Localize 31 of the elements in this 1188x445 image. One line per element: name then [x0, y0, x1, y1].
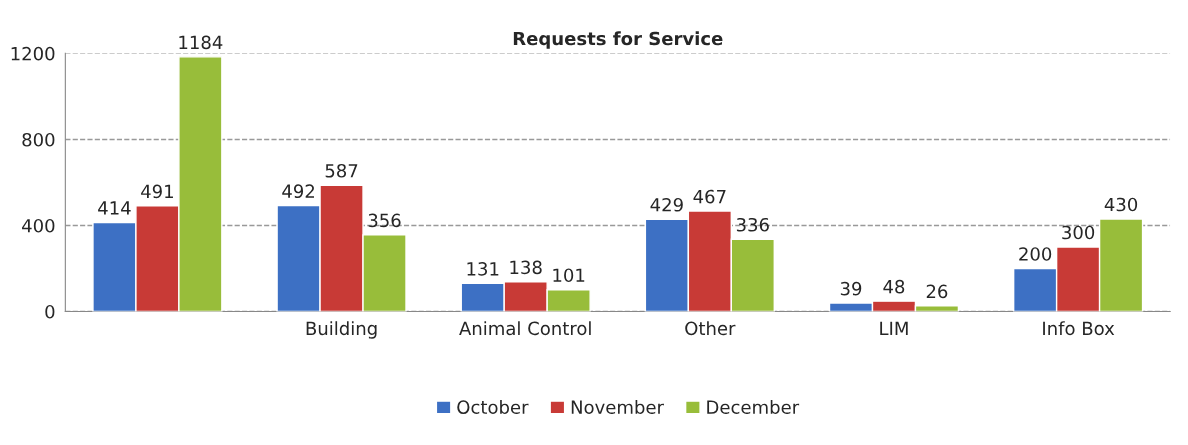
data-label: 200	[1019, 247, 1052, 261]
data-label: 429	[650, 197, 683, 212]
data-label: 101	[553, 268, 585, 283]
data-label: 300	[1062, 225, 1095, 240]
data-label: 39	[840, 281, 862, 296]
legend-label: December	[707, 400, 800, 414]
x-tick-label: Animal Control	[459, 321, 591, 336]
x-tick-label: Building	[306, 321, 377, 339]
data-label: 430	[1104, 197, 1138, 212]
data-label: 48	[883, 279, 905, 294]
legend-label: October	[457, 400, 529, 414]
data-label: 1184	[179, 35, 223, 50]
data-label: 467	[693, 189, 726, 204]
x-tick-label: Info Box	[1043, 321, 1115, 336]
data-label: 138	[510, 260, 542, 275]
data-label: 356	[368, 213, 401, 228]
y-tick-label: 800	[22, 132, 55, 147]
legend-label: November	[571, 400, 664, 414]
x-tick-label: LIM	[880, 321, 908, 335]
data-label: 336	[736, 217, 769, 232]
y-tick-label: 0	[45, 304, 55, 319]
y-tick-label: 1200	[11, 46, 55, 61]
data-label: 26	[926, 284, 948, 299]
data-label: 587	[325, 163, 358, 178]
chart-title: Requests for Service	[513, 31, 723, 49]
data-label: 492	[282, 184, 315, 199]
x-tick-label: Other	[685, 321, 736, 336]
y-tick-label: 400	[22, 218, 55, 233]
data-label: 491	[141, 184, 173, 199]
data-label: 131	[467, 262, 499, 276]
data-label: 414	[98, 201, 131, 215]
